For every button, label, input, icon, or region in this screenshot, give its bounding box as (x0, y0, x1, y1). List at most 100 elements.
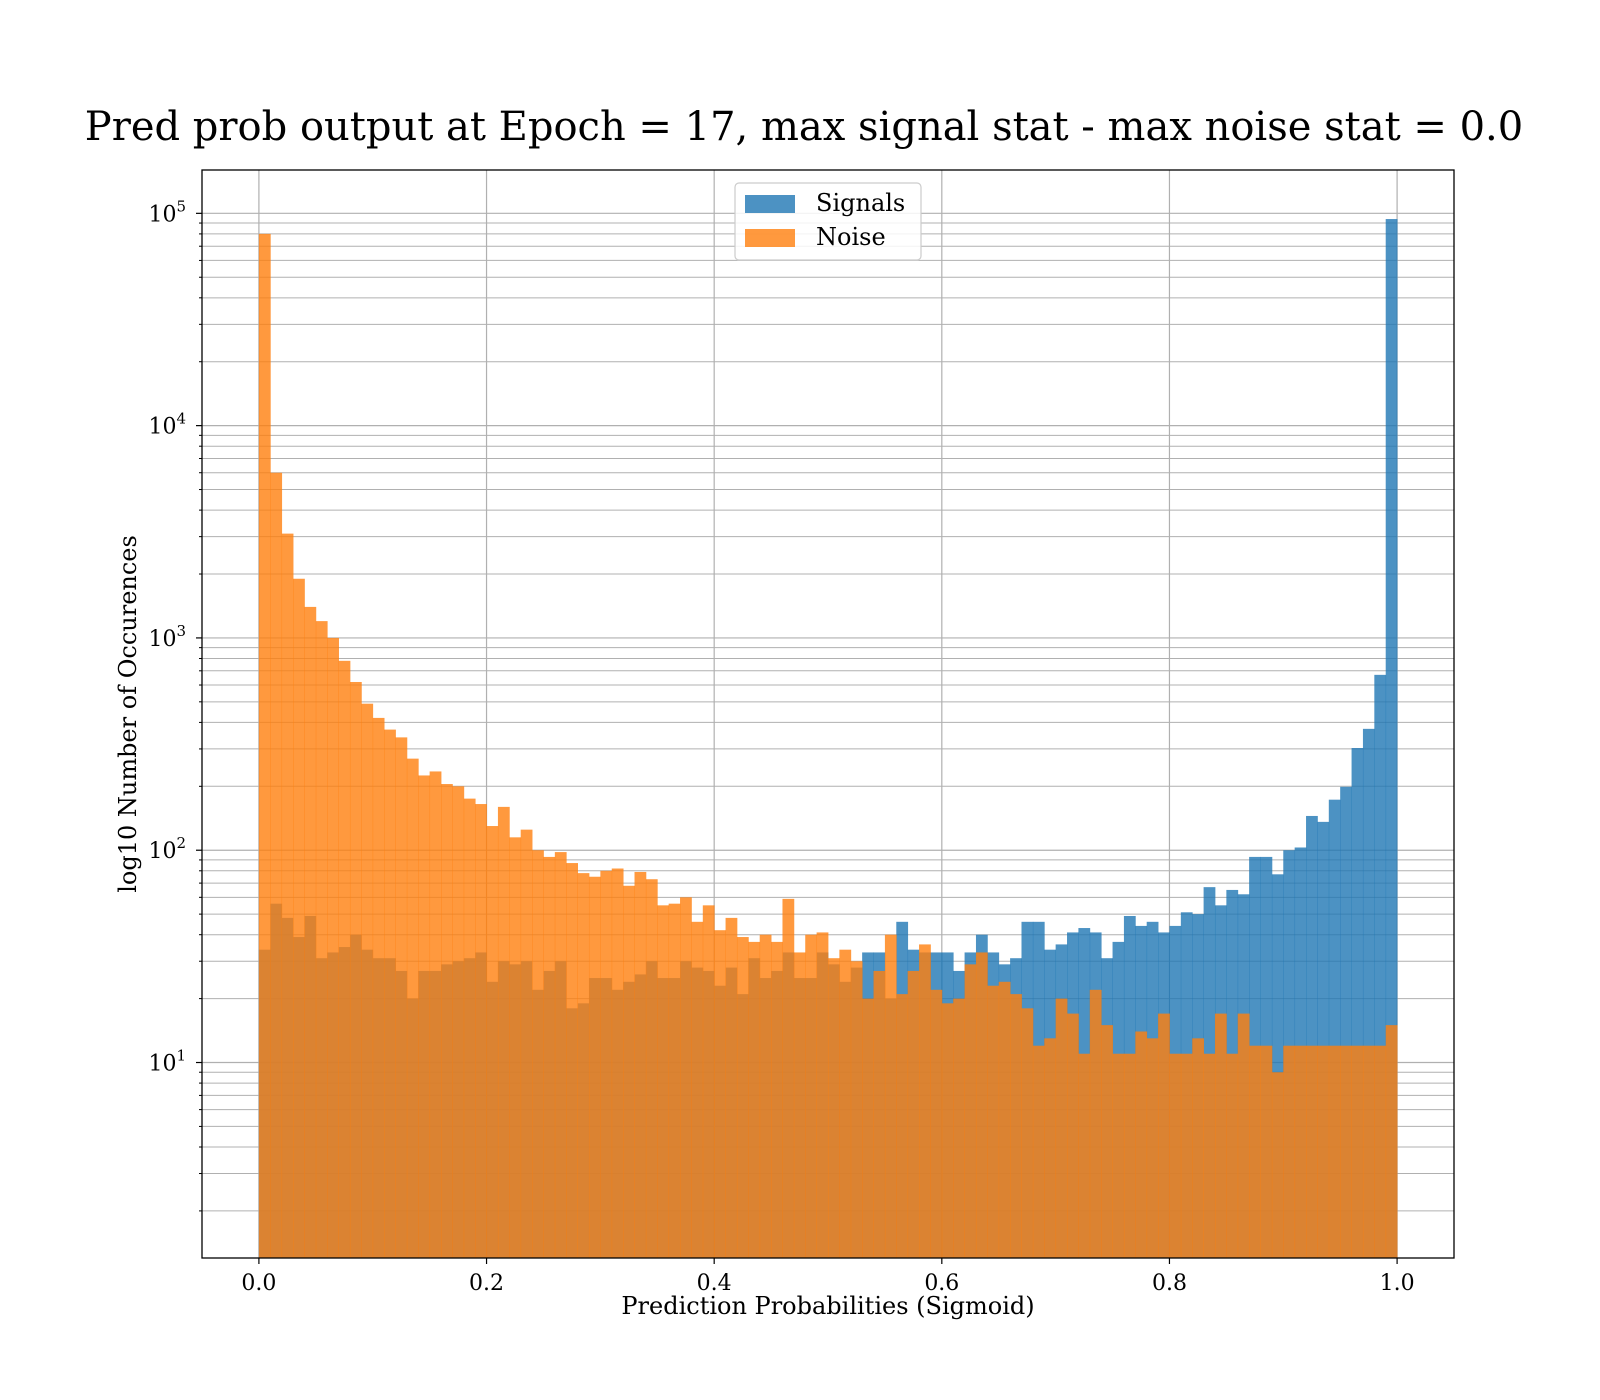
histogram-bar-noise (418, 775, 431, 1258)
histogram-bar-noise (1123, 1053, 1136, 1258)
histogram-bar-noise (1135, 1031, 1148, 1258)
histogram-bar-noise (1237, 1013, 1250, 1258)
histogram-bar-noise (862, 998, 874, 1258)
histogram-bar-noise (919, 944, 931, 1258)
histogram-bar-noise (1271, 1072, 1284, 1258)
histogram-bar-noise (338, 660, 351, 1258)
histogram-bar-signals (1328, 799, 1341, 1258)
histogram-bar-noise (623, 885, 635, 1258)
histogram-bar-noise (554, 852, 567, 1258)
histogram-bar-noise (736, 937, 749, 1258)
x-axis-label: Prediction Probabilities (Sigmoid) (621, 1292, 1034, 1320)
histogram-bar-noise (1306, 1045, 1318, 1258)
histogram-bar-noise (293, 578, 305, 1258)
histogram-bar-noise (1089, 989, 1102, 1258)
histogram-bar-noise (725, 917, 738, 1258)
legend-label-noise: Noise (816, 223, 886, 251)
histogram-bar-noise (975, 952, 988, 1258)
histogram-bar-noise (1021, 1008, 1034, 1258)
histogram-bar-noise (1203, 1053, 1216, 1258)
histogram-bar-noise (1317, 1045, 1330, 1258)
histogram-bar-noise (520, 829, 533, 1258)
histogram-bar-noise (1010, 994, 1022, 1258)
histogram-bar-noise (475, 804, 487, 1258)
histogram-bar-signals (1374, 674, 1387, 1258)
x-tick-label: 1.0 (1380, 1271, 1415, 1296)
plot-frame (201, 169, 1455, 1259)
histogram-bar-noise (896, 994, 909, 1258)
histogram-bar-noise (782, 898, 795, 1258)
histogram-bar-signals (1317, 821, 1330, 1258)
histogram-bar-noise (884, 934, 897, 1258)
histogram-bar-noise (1283, 1045, 1296, 1258)
histogram-bar-noise (941, 1003, 954, 1258)
histogram-bar-noise (327, 637, 339, 1258)
histogram-bar-noise (258, 233, 271, 1258)
histogram-bar-noise (645, 879, 658, 1258)
legend-label-signals: Signals (816, 189, 905, 217)
x-tick-label: 0.2 (469, 1271, 504, 1296)
chart-title: Pred prob output at Epoch = 17, max sign… (85, 104, 1523, 150)
histogram-bar-signals (1306, 815, 1318, 1258)
bars-layer (258, 219, 1398, 1259)
histogram-bar-noise (1158, 1013, 1170, 1258)
histogram-bar-noise (315, 621, 328, 1258)
histogram-bar-noise (1374, 1045, 1387, 1258)
histogram-bar-noise (1226, 1053, 1239, 1258)
histogram-bar-noise (850, 961, 863, 1258)
histogram-bar-noise (1032, 1045, 1045, 1258)
histogram-bar-noise (1101, 1025, 1113, 1258)
histogram-bar-noise (566, 863, 578, 1258)
histogram-bar-noise (668, 903, 681, 1258)
histogram-bar-noise (361, 703, 374, 1258)
ticks-layer: 0.0 0.2 0.4 0.6 0.8 1.0 101 102 103 104 105 (148, 197, 1414, 1296)
histogram-bar-noise (441, 784, 453, 1258)
histogram-bar-noise (907, 970, 920, 1258)
histogram-bar-noise (384, 729, 396, 1258)
histogram-bar-noise (771, 941, 783, 1258)
histogram-bar-signals (1362, 728, 1375, 1258)
histogram-bar-signals (1271, 874, 1284, 1258)
histogram-bar-noise (691, 921, 704, 1258)
histogram-bar-noise (395, 737, 408, 1258)
histogram-bar-noise (1055, 998, 1068, 1258)
histogram-bar-noise (1340, 1045, 1352, 1258)
histogram-bar-noise (532, 850, 544, 1258)
histogram-bar-noise (793, 952, 806, 1258)
y-tick-label: 103 (148, 622, 186, 652)
x-tick-label: 0.8 (1152, 1271, 1187, 1296)
histogram-bar-noise (1249, 1045, 1261, 1258)
histogram-bar-noise (839, 949, 852, 1258)
histogram-bar-noise (304, 606, 317, 1258)
histogram-bar-noise (429, 771, 442, 1258)
histogram-bar-noise (452, 786, 465, 1258)
histogram-bar-noise (998, 981, 1011, 1258)
histogram-bar-noise (816, 932, 829, 1258)
histogram-bar-noise (543, 856, 556, 1258)
histogram-bar-noise (509, 837, 522, 1258)
histogram-bar-noise (1362, 1045, 1375, 1258)
histogram-bar-noise (1328, 1045, 1341, 1258)
histogram-bar-noise (1169, 1053, 1182, 1258)
histogram-bar-noise (577, 873, 590, 1258)
histogram-bar-signals (1340, 786, 1352, 1258)
histogram-bar-noise (1180, 1053, 1193, 1258)
histogram-bar-noise (953, 998, 965, 1258)
histogram-bar-noise (1260, 1045, 1273, 1258)
legend-swatch-signals (745, 195, 795, 213)
histogram-bar-noise (600, 870, 613, 1258)
histogram-bar-noise (1044, 1038, 1057, 1258)
histogram-bar-noise (281, 533, 294, 1258)
y-tick-label: 105 (148, 197, 186, 227)
y-tick-label: 104 (148, 410, 186, 440)
histogram-bar-noise (406, 758, 419, 1258)
histogram-bar-noise (611, 868, 624, 1258)
histogram-bar-noise (1214, 1013, 1227, 1258)
histogram-bar-noise (748, 941, 761, 1258)
histogram-bar-noise (657, 905, 670, 1258)
x-tick-label: 0.4 (697, 1271, 732, 1296)
x-tick-label: 0.0 (241, 1271, 276, 1296)
histogram-bar-noise (372, 717, 385, 1258)
legend-swatch-noise (745, 229, 795, 247)
